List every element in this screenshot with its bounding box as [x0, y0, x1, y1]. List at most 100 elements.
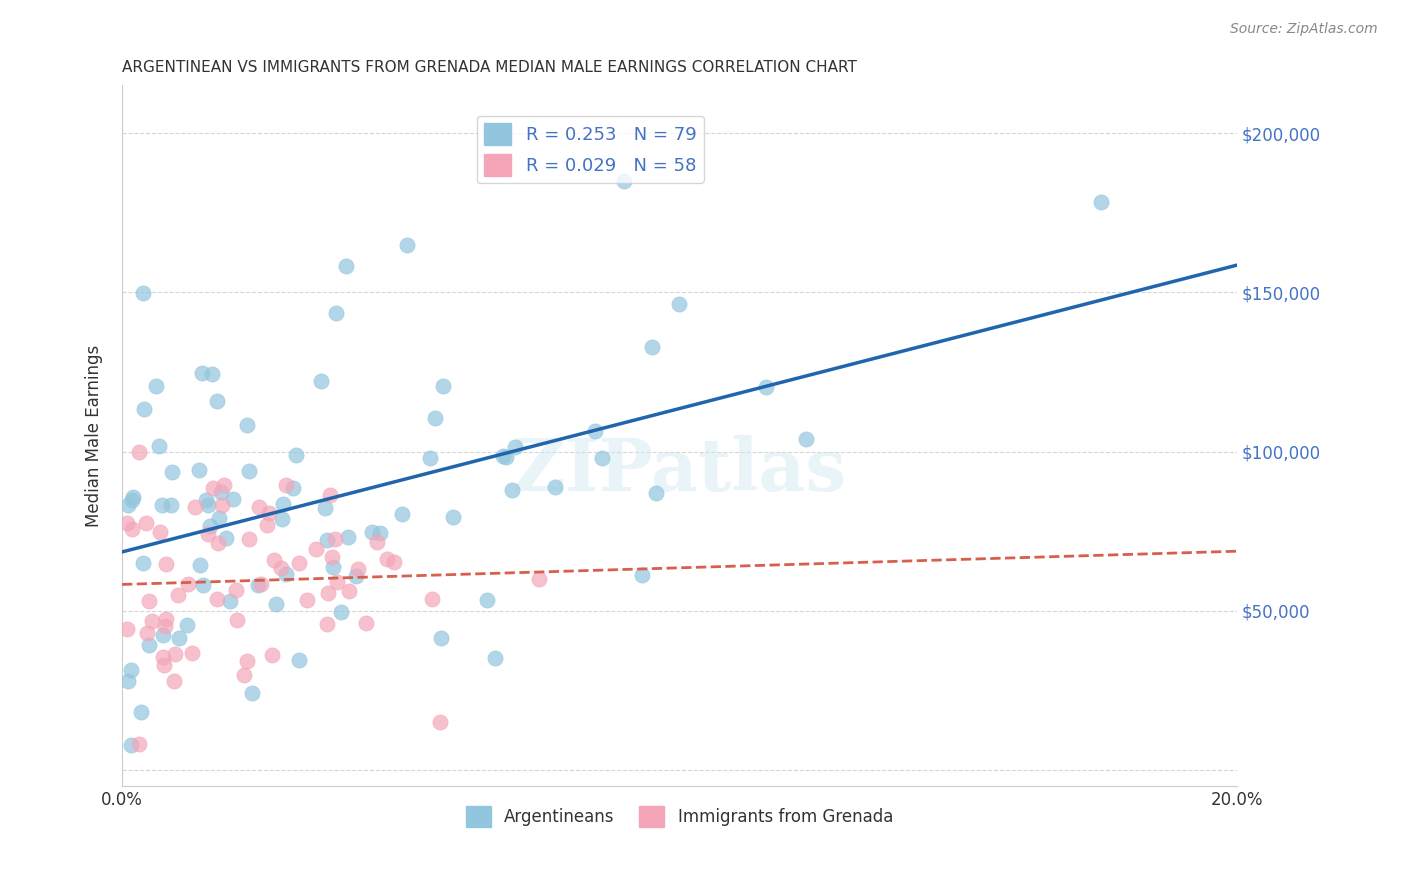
Text: Source: ZipAtlas.com: Source: ZipAtlas.com [1230, 22, 1378, 37]
Point [316, 585, 339, 599]
Point [271, 497, 294, 511]
Point [323, 532, 346, 546]
Point [153, 618, 176, 632]
Point [425, 410, 447, 425]
Y-axis label: Median Male Earnings: Median Male Earnings [86, 344, 103, 527]
Point [256, 517, 278, 532]
Point [274, 478, 297, 492]
Point [191, 366, 214, 380]
Point [288, 653, 311, 667]
Point [117, 623, 139, 637]
Point [188, 463, 211, 477]
Point [129, 705, 152, 719]
Point [432, 378, 454, 392]
Point [117, 498, 139, 512]
Text: ZIPatlas: ZIPatlas [512, 435, 846, 506]
Point [260, 648, 283, 662]
Point [120, 663, 142, 677]
Point [121, 490, 143, 504]
Point [794, 432, 817, 446]
Point [263, 553, 285, 567]
Point [366, 535, 388, 549]
Point [195, 493, 218, 508]
Point [257, 507, 280, 521]
Point [117, 673, 139, 688]
Point [240, 686, 263, 700]
Point [544, 480, 567, 494]
Point [176, 617, 198, 632]
Point [138, 638, 160, 652]
Point [198, 519, 221, 533]
Point [121, 493, 143, 508]
Point [336, 530, 359, 544]
Point [181, 646, 204, 660]
Point [184, 500, 207, 514]
Point [391, 508, 413, 522]
Point [344, 569, 367, 583]
Point [630, 567, 652, 582]
Point [591, 451, 613, 466]
Point [330, 605, 353, 619]
Point [319, 487, 342, 501]
Point [131, 285, 153, 300]
Point [120, 738, 142, 752]
Point [246, 577, 269, 591]
Point [215, 531, 238, 545]
Legend: Argentineans, Immigrants from Grenada: Argentineans, Immigrants from Grenada [458, 800, 900, 833]
Point [208, 511, 231, 525]
Point [755, 380, 778, 394]
Point [155, 557, 177, 571]
Point [361, 525, 384, 540]
Point [152, 627, 174, 641]
Text: ARGENTINEAN VS IMMIGRANTS FROM GRENADA MEDIAN MALE EARNINGS CORRELATION CHART: ARGENTINEAN VS IMMIGRANTS FROM GRENADA M… [122, 60, 856, 75]
Point [138, 594, 160, 608]
Point [505, 440, 527, 454]
Point [375, 552, 398, 566]
Point [429, 715, 451, 730]
Point [419, 451, 441, 466]
Point [527, 572, 550, 586]
Point [420, 592, 443, 607]
Point [264, 597, 287, 611]
Point [441, 510, 464, 524]
Point [271, 511, 294, 525]
Point [305, 541, 328, 556]
Point [613, 174, 636, 188]
Point [167, 631, 190, 645]
Point [368, 526, 391, 541]
Point [640, 339, 662, 353]
Point [270, 560, 292, 574]
Point [132, 401, 155, 416]
Point [226, 613, 249, 627]
Point [135, 625, 157, 640]
Point [200, 368, 222, 382]
Point [149, 525, 172, 540]
Point [212, 477, 235, 491]
Point [205, 591, 228, 606]
Point [152, 650, 174, 665]
Point [207, 536, 229, 550]
Point [165, 647, 187, 661]
Point [321, 549, 343, 564]
Point [205, 393, 228, 408]
Point [193, 578, 215, 592]
Point [495, 450, 517, 464]
Point [501, 483, 523, 498]
Point [287, 556, 309, 570]
Point [335, 259, 357, 273]
Point [644, 485, 666, 500]
Point [135, 516, 157, 530]
Point [314, 500, 336, 515]
Point [121, 522, 143, 536]
Point [238, 464, 260, 478]
Point [322, 560, 344, 574]
Point [281, 481, 304, 495]
Point [160, 465, 183, 479]
Point [484, 650, 506, 665]
Point [326, 575, 349, 590]
Point [309, 374, 332, 388]
Point [316, 617, 339, 632]
Point [209, 485, 232, 500]
Point [197, 527, 219, 541]
Point [396, 238, 419, 252]
